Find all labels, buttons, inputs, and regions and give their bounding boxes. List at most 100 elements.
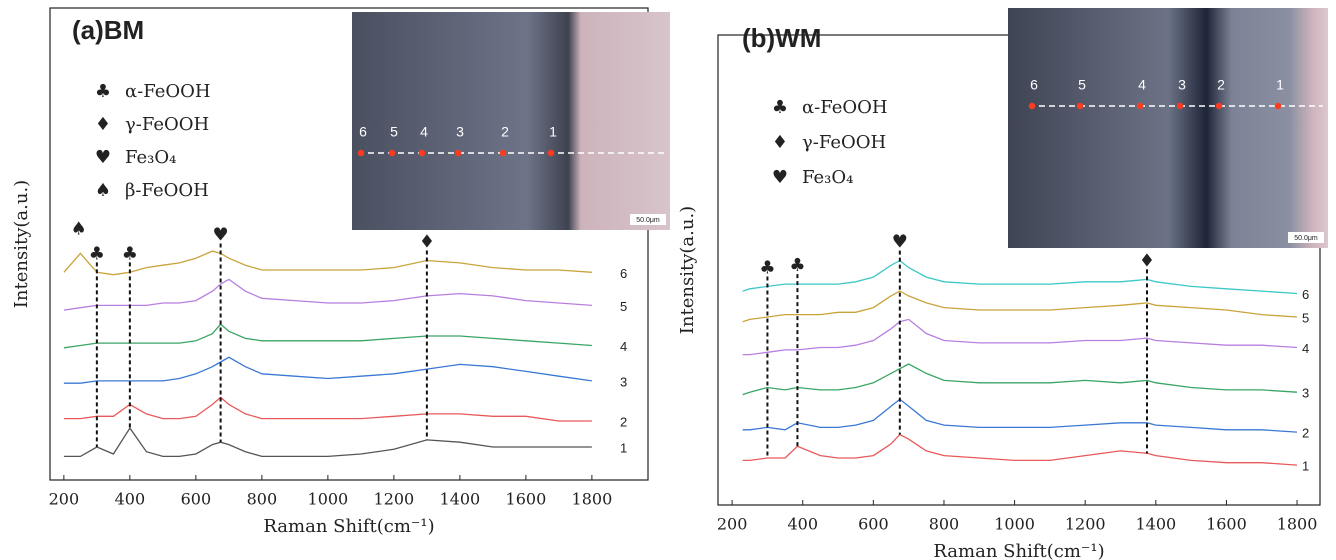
scan-point-label: 2 [1217, 77, 1225, 93]
x-axis-label: Raman Shift(cm⁻¹) [933, 541, 1104, 560]
scan-point-label: 6 [1030, 77, 1038, 93]
scan-point [389, 150, 395, 156]
series-label: 1 [620, 440, 627, 455]
series-label: 4 [620, 339, 627, 354]
panel-title: (a)BM [72, 15, 144, 45]
spectrum-line [64, 251, 592, 275]
scan-point [500, 150, 506, 156]
x-tick-label: 1800 [572, 490, 613, 509]
scan-point [1137, 103, 1143, 109]
scan-point [1029, 103, 1035, 109]
legend-label: α-FeOOH [125, 81, 211, 102]
x-tick-label: 1200 [1065, 515, 1106, 534]
spectrum-line [64, 324, 592, 348]
x-tick-label: 1800 [1277, 515, 1318, 534]
x-tick-label: 1600 [506, 490, 547, 509]
x-tick-label: 1600 [1206, 515, 1247, 534]
legend-label: γ-FeOOH [125, 114, 209, 135]
scan-point [1077, 103, 1083, 109]
figure: 20040060080010001200140016001800Raman Sh… [0, 0, 1336, 560]
y-axis-label: Intensity(a.u.) [11, 180, 32, 308]
spectrum-line [743, 399, 1297, 432]
scan-point [419, 150, 425, 156]
spectrum-line [743, 435, 1297, 466]
x-tick-label: 1400 [440, 490, 481, 509]
series-label: 6 [1302, 287, 1309, 302]
series-label: 3 [620, 374, 627, 389]
scan-point-label: 4 [420, 124, 428, 140]
series-label: 4 [1302, 341, 1309, 356]
legend-symbol: ♥ [95, 147, 111, 168]
x-axis-label: Raman Shift(cm⁻¹) [263, 516, 434, 537]
scan-point [1216, 103, 1222, 109]
legend-label: α-FeOOH [802, 97, 888, 118]
peak-symbol: ♥ [892, 232, 908, 253]
scan-point [455, 150, 461, 156]
scan-point [358, 150, 364, 156]
legend-label: γ-FeOOH [802, 132, 886, 153]
series-label: 3 [1302, 386, 1309, 401]
legend-label: Fe₃O₄ [125, 147, 176, 168]
series-label: 5 [620, 299, 627, 314]
panel-title: (b)WM [742, 23, 821, 53]
x-tick-label: 200 [717, 515, 748, 534]
spectrum-line [64, 397, 592, 421]
series-label: 2 [620, 414, 627, 429]
peak-symbol: ♠ [71, 218, 87, 239]
x-tick-label: 1400 [1135, 515, 1176, 534]
spectrum-line [743, 319, 1297, 354]
series-label: 1 [1302, 458, 1309, 473]
peak-symbol: ♦ [419, 232, 435, 253]
scan-point-label: 2 [501, 124, 509, 140]
peak-symbol: ♣ [89, 243, 105, 264]
legend-symbol: ♦ [772, 132, 788, 153]
x-tick-label: 600 [181, 490, 212, 509]
x-tick-label: 1000 [308, 490, 349, 509]
x-tick-label: 400 [787, 515, 818, 534]
scan-point [548, 150, 554, 156]
x-tick-label: 800 [929, 515, 960, 534]
legend-symbol: ♠ [95, 180, 111, 201]
micrograph [1008, 8, 1328, 248]
x-tick-label: 200 [49, 490, 80, 509]
spectrum-line [743, 291, 1297, 322]
x-tick-label: 400 [115, 490, 146, 509]
peak-symbol: ♣ [759, 257, 775, 278]
scan-point-label: 1 [1276, 77, 1284, 93]
spectrum-line [64, 428, 592, 456]
spectrum-line [64, 279, 592, 310]
legend-symbol: ♣ [95, 81, 111, 102]
legend-symbol: ♣ [772, 97, 788, 118]
series-label: 5 [1302, 310, 1309, 325]
x-tick-label: 1000 [994, 515, 1035, 534]
micrograph [352, 12, 670, 230]
scan-point-label: 3 [456, 124, 464, 140]
legend-symbol: ♥ [772, 167, 788, 188]
scan-point [1275, 103, 1281, 109]
scan-point-label: 3 [1178, 77, 1186, 93]
x-tick-label: 800 [247, 490, 278, 509]
legend-label: β-FeOOH [125, 180, 209, 201]
scan-point-label: 5 [390, 124, 398, 140]
scale-label: 50.0μm [636, 217, 660, 224]
legend-symbol: ♦ [95, 114, 111, 135]
scan-point-label: 5 [1078, 77, 1086, 93]
scan-point [1177, 103, 1183, 109]
x-tick-label: 600 [858, 515, 889, 534]
scan-point-label: 6 [359, 124, 367, 140]
x-tick-label: 1200 [374, 490, 415, 509]
peak-symbol: ♦ [1139, 250, 1155, 271]
scale-label: 50.0μm [1294, 235, 1318, 242]
peak-symbol: ♥ [213, 224, 229, 245]
peak-symbol: ♣ [789, 255, 805, 276]
spectrum-line [743, 364, 1297, 395]
peak-symbol: ♣ [122, 243, 138, 264]
scan-point-label: 4 [1138, 77, 1146, 93]
y-axis-label: Intensity(a.u.) [677, 206, 698, 334]
legend-label: Fe₃O₄ [802, 167, 853, 188]
series-label: 2 [1302, 426, 1309, 441]
scan-point-label: 1 [549, 124, 557, 140]
series-label: 6 [620, 266, 627, 281]
spectrum-line [743, 261, 1297, 294]
spectrum-line [64, 357, 592, 383]
